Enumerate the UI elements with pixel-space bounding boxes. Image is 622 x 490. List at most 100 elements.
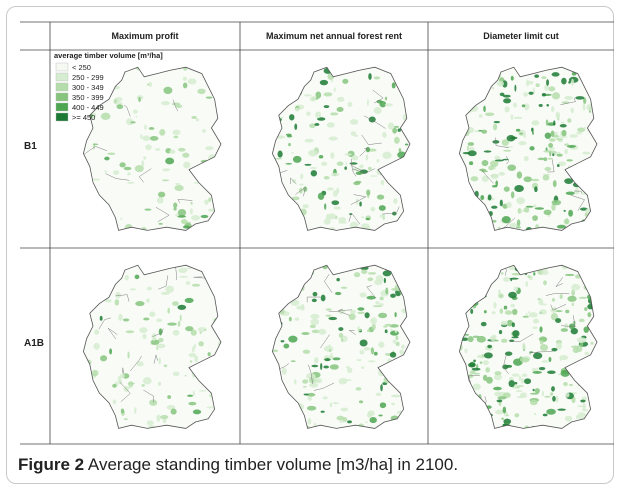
map-patch [281, 92, 285, 94]
map-patch [262, 119, 271, 124]
map-patch [107, 216, 115, 222]
map-patch [470, 309, 473, 314]
map-patch [529, 312, 538, 317]
region-border [386, 255, 402, 267]
map-patch [404, 132, 410, 134]
map-patch [115, 299, 119, 305]
map-patch [588, 67, 595, 71]
map-patch [182, 153, 189, 158]
map-patch [548, 158, 553, 160]
map-patch [134, 407, 137, 414]
map-patch [368, 73, 372, 80]
map-patch [130, 288, 137, 290]
map-patch [321, 162, 327, 166]
map-patch [329, 136, 338, 140]
map-patch [294, 317, 299, 321]
map-patch [524, 207, 530, 212]
map-patch [100, 355, 107, 361]
map-patch [190, 208, 193, 214]
map-patch [384, 278, 386, 283]
map-patch [553, 120, 555, 125]
map-patch [160, 415, 168, 419]
map-patch [301, 304, 305, 311]
map-patch [353, 182, 360, 186]
map-patch [266, 121, 269, 124]
map-patch [301, 332, 309, 335]
map-patch [591, 92, 596, 95]
map-patch [571, 290, 575, 296]
map-patch [405, 390, 411, 395]
map-patch [265, 93, 270, 97]
map-patch [451, 219, 461, 223]
map-patch [392, 178, 401, 181]
map-patch [476, 207, 482, 214]
map-patch [173, 372, 180, 376]
map-patch [396, 342, 400, 346]
map-patch [561, 122, 565, 124]
map-patch [556, 342, 562, 349]
map-patch [544, 210, 552, 215]
map-patch [577, 70, 584, 74]
map-patch [548, 143, 553, 148]
map-patch [451, 185, 461, 188]
map-patch [549, 151, 551, 156]
map-patch [395, 370, 402, 374]
map-patch [514, 413, 519, 417]
map-patch [141, 384, 145, 387]
map-patch [582, 409, 588, 411]
map-patch [324, 260, 334, 265]
map-patch [566, 192, 575, 196]
map-patch [357, 312, 364, 315]
map-patch [536, 83, 540, 87]
map-patch [521, 260, 524, 264]
map-patch [506, 414, 509, 416]
map-patch [392, 212, 396, 216]
map-patch [120, 218, 122, 220]
map-patch [290, 300, 299, 306]
map-patch [194, 428, 203, 431]
map-patch [282, 270, 289, 272]
map-patch [300, 174, 303, 180]
map [262, 62, 418, 233]
map-patch [392, 82, 396, 88]
map-patch [323, 92, 332, 96]
map-patch [590, 126, 596, 132]
map-patch [398, 180, 406, 186]
map-patch [505, 310, 512, 314]
map-patch [585, 352, 589, 355]
map-patch [135, 275, 140, 279]
map-patch [121, 409, 124, 414]
map-patch [484, 150, 492, 152]
map-patch [551, 348, 557, 352]
map-patch [107, 152, 115, 155]
map-patch [291, 152, 294, 154]
map-patch [588, 75, 596, 79]
map-patch [564, 219, 570, 225]
legend-swatch [56, 73, 68, 81]
map-patch [197, 89, 205, 94]
map-patch [378, 342, 384, 348]
map-patch [548, 149, 553, 151]
map-patch [208, 154, 216, 161]
map-patch [263, 186, 268, 189]
map-patch [571, 79, 574, 86]
map-patch [456, 301, 461, 307]
map-patch [390, 329, 392, 332]
map-patch [394, 222, 398, 228]
map-patch [103, 413, 107, 417]
map-patch [400, 88, 404, 94]
map-patch [511, 191, 515, 198]
map-patch [142, 334, 146, 339]
map-patch [450, 345, 457, 352]
map-patch [327, 122, 335, 127]
map-patch [283, 423, 291, 428]
map-patch [173, 203, 177, 208]
map-patch [143, 377, 152, 384]
map-patch [348, 102, 353, 107]
map-patch [459, 161, 463, 163]
map-patch [557, 154, 563, 157]
map-patch [356, 387, 362, 391]
map-patch [391, 395, 400, 398]
map-patch [115, 292, 121, 298]
map-patch [480, 362, 483, 364]
